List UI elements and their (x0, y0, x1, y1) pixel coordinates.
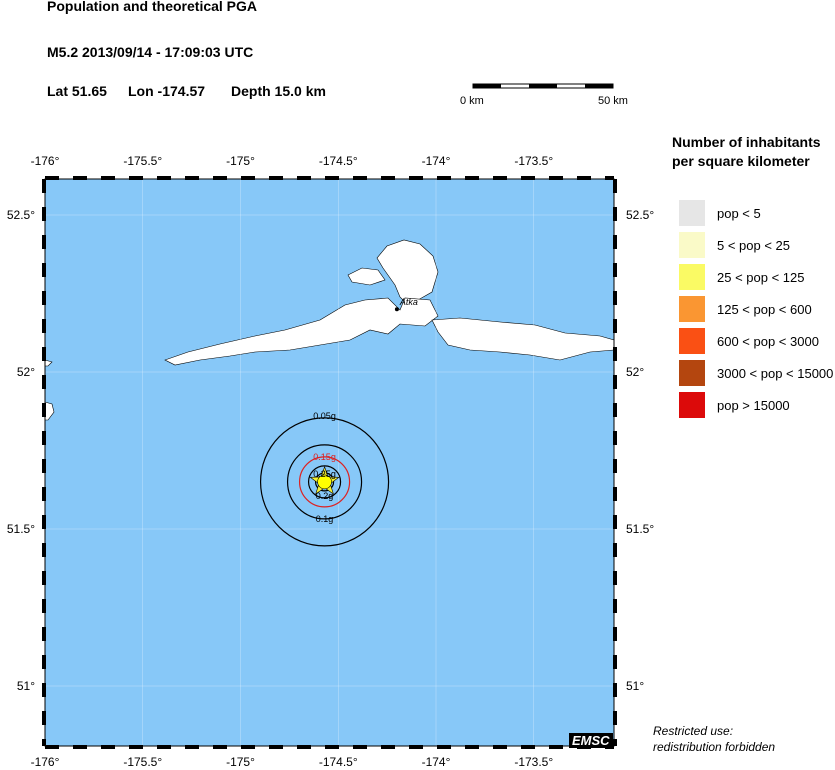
notice-line-2: redistribution forbidden (653, 740, 776, 754)
pga-label-0.05g: 0.05g (313, 411, 336, 421)
pga-label-0.2g: 0.2g (316, 491, 334, 501)
lat-tick-label: 51° (17, 679, 35, 693)
notice-line-1: Restricted use: (653, 724, 734, 738)
ocean (45, 179, 614, 746)
lat-tick-label: 52° (626, 365, 644, 379)
event-lat: Lat 51.65 (47, 83, 107, 99)
legend-swatch (679, 200, 705, 226)
pga-label-0.1g: 0.1g (316, 514, 334, 524)
pga-contour-0.05g (259, 417, 390, 547)
lat-tick-label: 52.5° (7, 208, 35, 222)
lat-tick-label: 51° (626, 679, 644, 693)
lon-tick-label: -174.5° (319, 755, 358, 769)
town-marker (394, 307, 399, 312)
scale-end: 50 km (598, 95, 628, 107)
emsc-logo: EMSC (569, 733, 613, 748)
legend-item: 125 < pop < 600 (679, 296, 812, 322)
legend-label: 3000 < pop < 15000 (717, 365, 834, 381)
lon-tick-label: -174° (422, 755, 451, 769)
legend-title-1: Number of inhabitants (672, 134, 821, 150)
pga-label-0.25g: 0.25g (313, 469, 336, 479)
lon-tick-label: -173.5° (514, 755, 553, 769)
legend-label: 600 < pop < 3000 (717, 333, 819, 349)
lat-tick-label: 51.5° (7, 522, 35, 536)
legend-item: pop > 15000 (679, 392, 790, 418)
legend-swatch (679, 392, 705, 418)
pga-contour-0.1g (286, 444, 363, 520)
lat-tick-label: 51.5° (626, 522, 654, 536)
lon-tick-label: -176° (31, 755, 60, 769)
legend-label: pop > 15000 (717, 397, 790, 413)
lat-tick-label: 52.5° (626, 208, 654, 222)
lon-tick-label: -175.5° (123, 755, 162, 769)
scale-start: 0 km (460, 95, 484, 107)
legend-label: pop < 5 (717, 205, 761, 221)
epicenter-marker (317, 474, 332, 490)
lon-tick-label: -176° (31, 154, 60, 168)
lon-tick-label: -175.5° (123, 154, 162, 168)
legend-item: 25 < pop < 125 (679, 264, 804, 290)
lon-tick-label: -174.5° (319, 154, 358, 168)
pga-contour-0.2g (307, 465, 342, 499)
island (164, 297, 439, 366)
legend-swatch (679, 360, 705, 386)
legend-item: pop < 5 (679, 200, 761, 226)
island (347, 267, 386, 286)
lat-tick-label: 52° (17, 365, 35, 379)
legend-label: 25 < pop < 125 (717, 269, 805, 285)
legend-item: 3000 < pop < 15000 (679, 360, 833, 386)
legend-label: 125 < pop < 600 (717, 301, 812, 317)
legend-label: 5 < pop < 25 (717, 237, 791, 253)
town-label: Atka (399, 297, 418, 307)
chart-title: Population and theoretical PGA (47, 0, 258, 14)
legend-title-2: per square kilometer (672, 153, 810, 169)
lon-tick-label: -175° (226, 154, 255, 168)
pga-contour-0.15g (298, 456, 351, 508)
legend-swatch (679, 328, 705, 354)
lon-tick-label: -173.5° (514, 154, 553, 168)
event-lon: Lon -174.57 (128, 83, 206, 99)
legend-swatch (679, 296, 705, 322)
legend-swatch (679, 264, 705, 290)
scale-bar (472, 83, 614, 89)
lon-tick-label: -175° (226, 755, 255, 769)
event-depth: Depth 15.0 km (231, 83, 326, 99)
island (431, 317, 615, 361)
legend-item: 5 < pop < 25 (679, 232, 790, 258)
legend-swatch (679, 232, 705, 258)
lon-tick-label: -174° (422, 154, 451, 168)
pga-label-0.15g: 0.15g (313, 452, 336, 462)
legend-item: 600 < pop < 3000 (679, 328, 819, 354)
event-info: M5.2 2013/09/14 - 17:09:03 UTC (47, 44, 254, 60)
